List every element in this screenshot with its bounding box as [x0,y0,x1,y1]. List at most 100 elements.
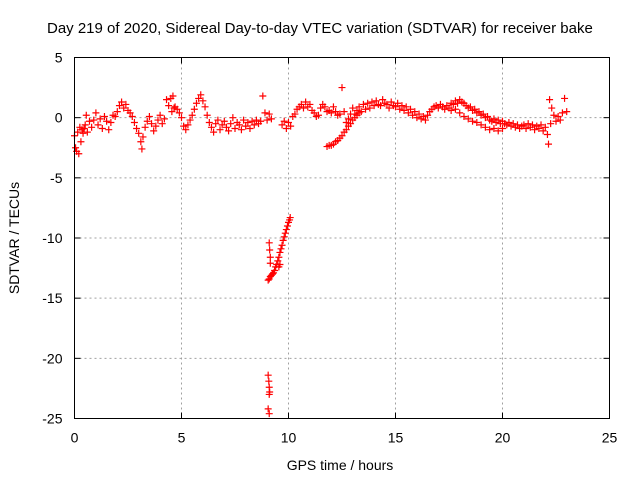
data-point [75,150,83,158]
data-point [212,120,220,128]
data-point [398,102,406,110]
data-point [494,127,502,135]
data-point [182,126,190,134]
data-point [103,117,111,125]
data-point [237,126,245,134]
data-point [451,105,459,113]
data-point [210,128,218,136]
y-tick-label: -5 [50,170,63,186]
data-point [558,109,566,117]
data-point [415,110,423,118]
data-point [126,109,134,117]
data-point [280,233,288,241]
data-point [277,245,285,253]
series-descending-segment [264,214,294,284]
data-point [98,124,106,132]
data-point [115,102,123,110]
data-point [186,116,194,124]
data-point [409,111,417,119]
data-point [122,100,130,108]
data-point [317,104,325,112]
data-point [490,115,498,123]
data-point [524,120,532,128]
data-point [387,98,395,106]
data-point [505,118,513,126]
data-point [486,126,494,134]
data-point [479,110,487,118]
data-point [205,118,213,126]
data-point [118,98,126,106]
data-point [72,144,80,152]
data-point [265,239,273,247]
data-point [163,96,171,104]
data-point [225,127,233,135]
data-point [563,108,571,116]
data-point [82,111,90,119]
data-point [240,116,248,124]
data-point [473,118,481,126]
data-point [261,109,269,117]
data-point [456,109,464,117]
data-point [274,257,282,265]
data-point [477,121,485,129]
data-point [338,84,346,92]
data-point [242,122,250,130]
data-point [156,111,164,119]
data-point [400,106,408,114]
data-point [100,112,108,120]
series-secondary-branch [323,105,506,151]
data-point [336,110,344,118]
data-point [471,105,479,113]
data-point [347,120,355,128]
data-point [231,124,239,132]
data-point [321,103,329,111]
data-point [278,241,286,249]
data-point [349,104,357,112]
data-point [441,105,449,113]
data-point [148,120,156,128]
data-point [139,133,147,141]
data-point [158,120,166,128]
data-point [402,103,410,111]
data-point [278,121,286,129]
data-point [96,115,104,123]
data-point [535,124,543,132]
data-point [265,377,273,385]
data-point [80,124,88,132]
data-point [197,91,205,99]
data-point [138,145,146,153]
data-point [143,117,151,125]
data-point [383,100,391,108]
data-point [509,120,517,128]
data-point [547,120,555,128]
data-point [168,108,176,116]
data-point [310,109,318,117]
data-point [392,103,399,111]
data-point [368,98,376,106]
data-point [244,118,252,126]
data-point [203,111,211,119]
y-axis-label: SDTVAR / TECUs [6,182,22,294]
data-point [282,124,290,132]
data-point [469,117,477,125]
data-point [133,124,141,132]
x-tick-label: 25 [602,430,618,446]
data-point [561,94,569,102]
data-point [252,116,260,124]
data-point [263,116,271,124]
data-point [362,105,370,113]
data-point [537,121,545,129]
data-point [366,104,374,112]
data-point [199,97,207,105]
data-point [264,405,272,413]
data-point [460,112,468,120]
data-point [195,94,203,102]
x-tick-label: 0 [71,430,79,446]
data-points [71,84,571,418]
y-tick-label: -15 [42,290,62,306]
data-point [340,108,348,116]
y-tick-label: -20 [42,350,62,366]
data-point [484,112,492,120]
data-point [552,117,560,125]
